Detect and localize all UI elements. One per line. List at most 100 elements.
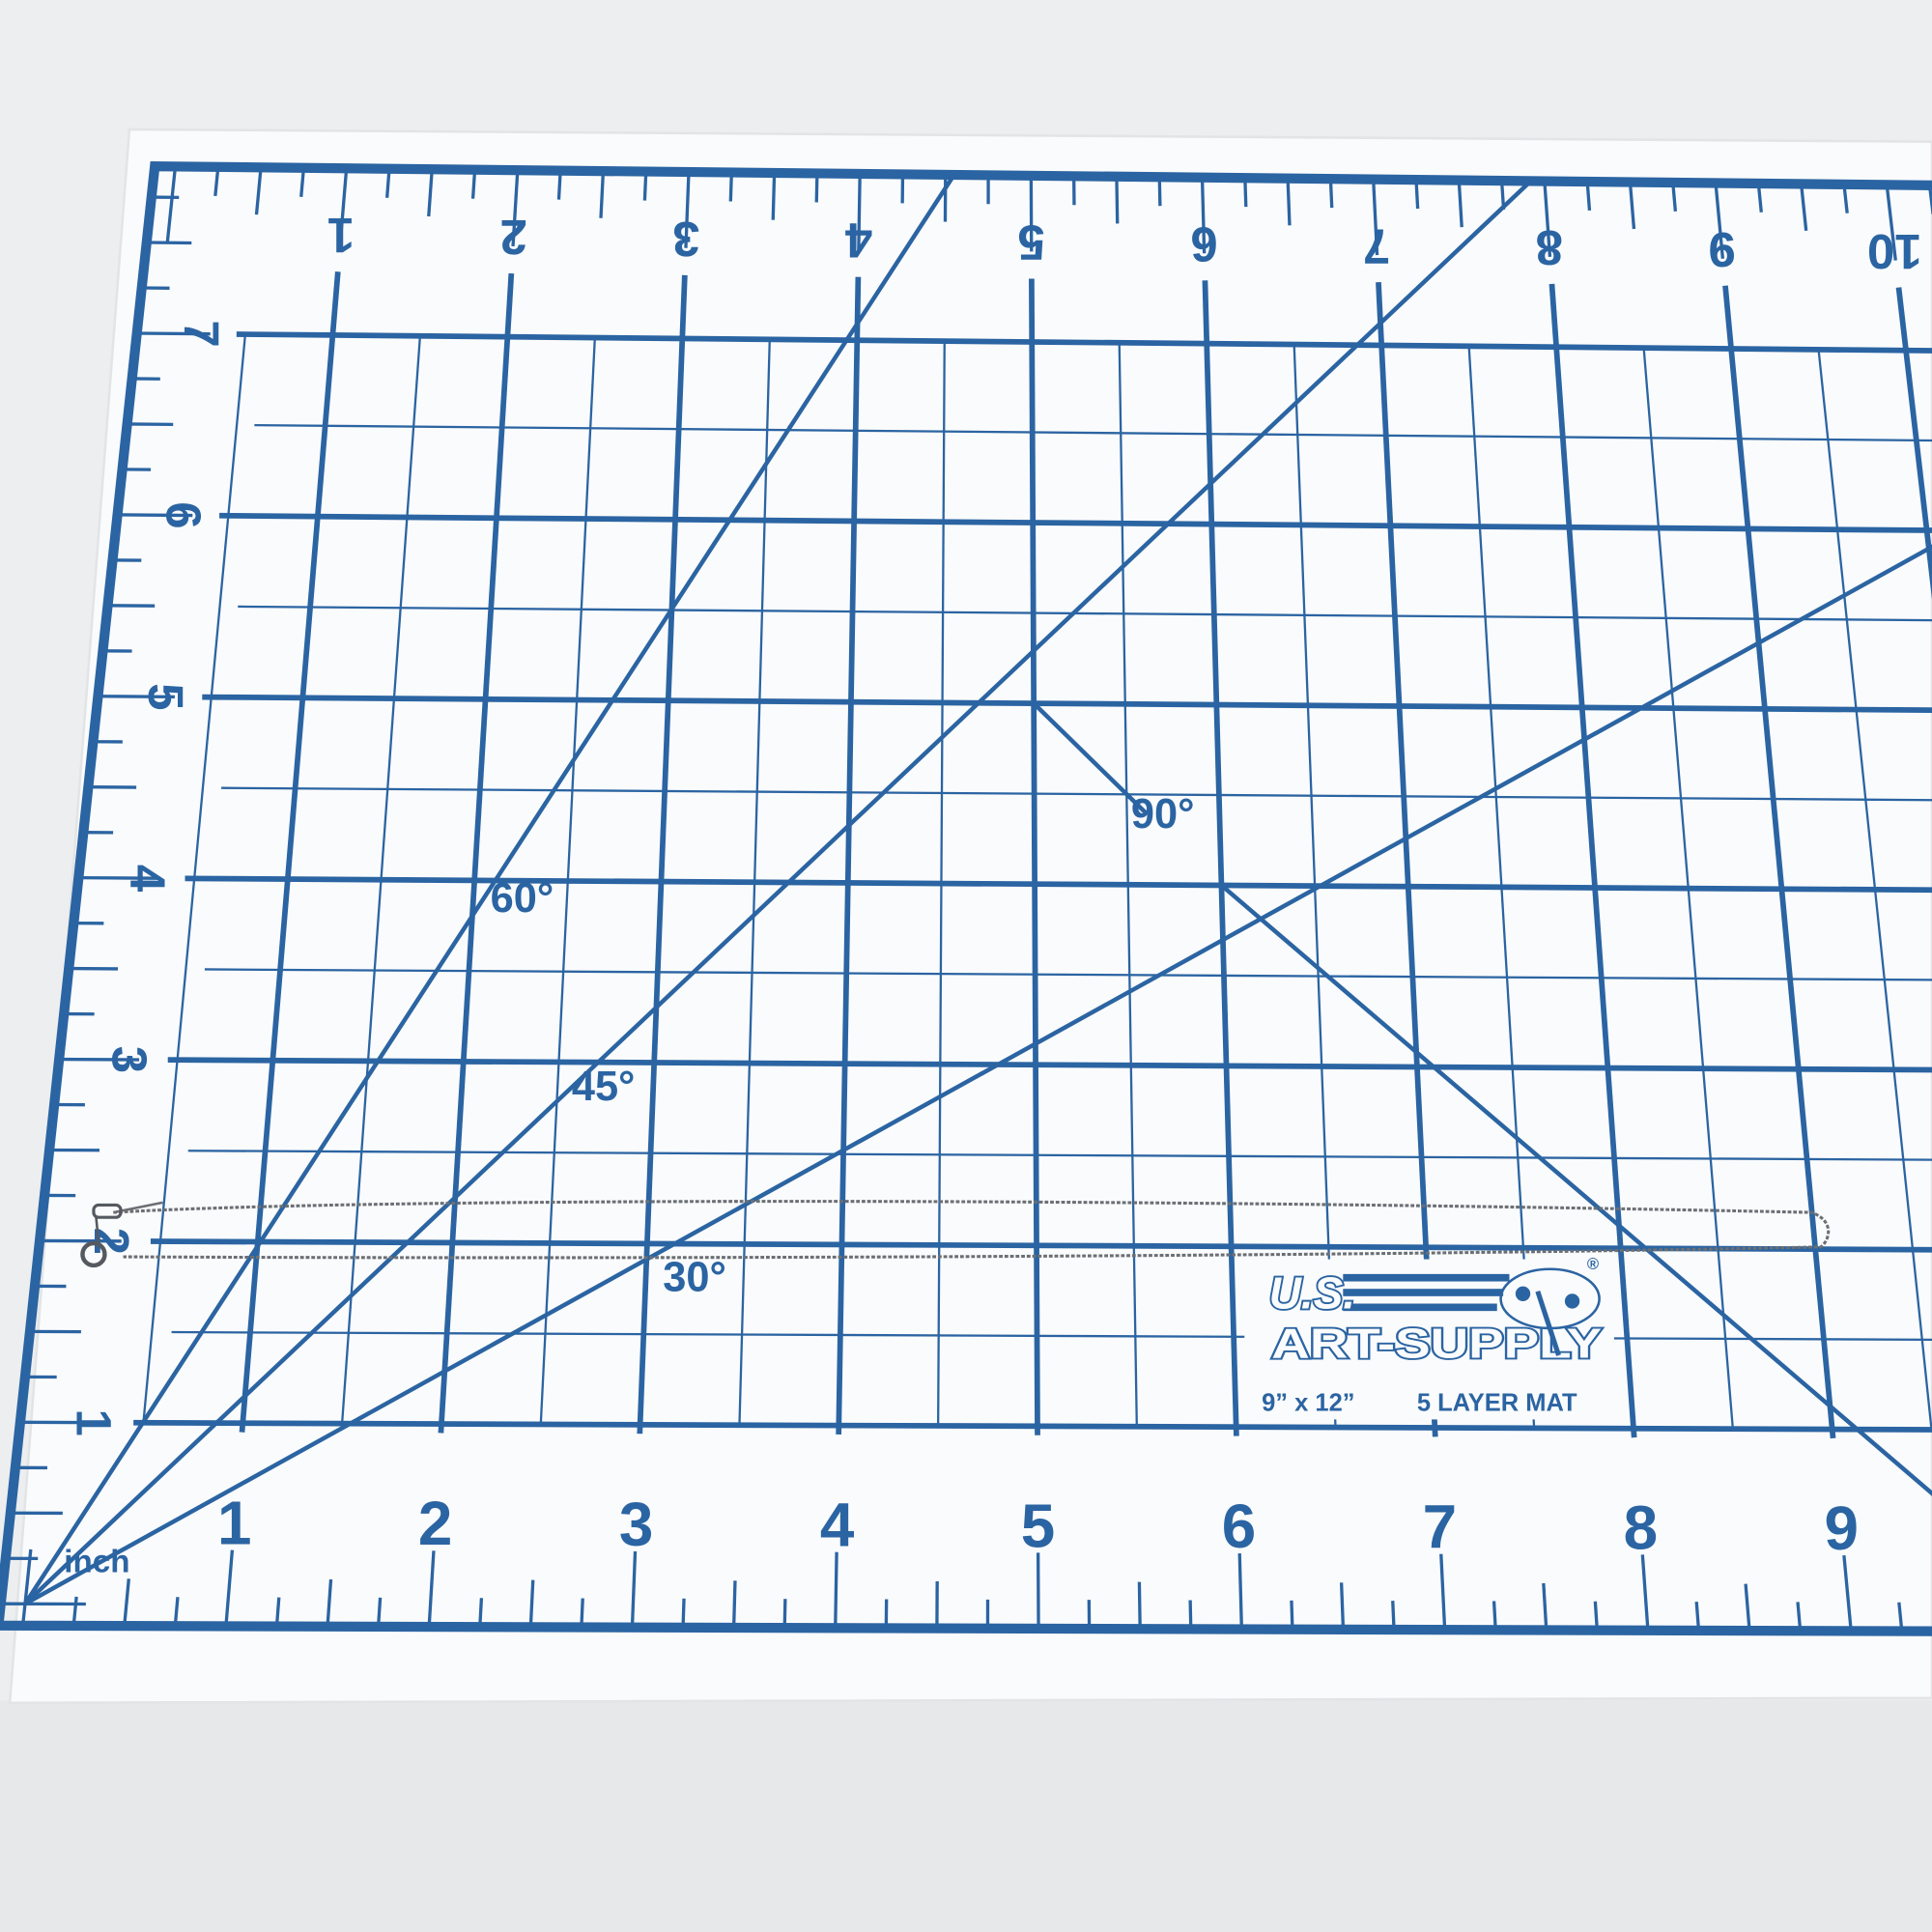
grid-line-major xyxy=(1029,278,1040,1435)
top-ruler-tick xyxy=(1457,180,1463,228)
mat-border xyxy=(0,160,1932,1636)
bottom-ruler-tick xyxy=(1640,1554,1650,1631)
angle-line-90 xyxy=(1032,701,1148,814)
bottom-ruler-tick xyxy=(681,1598,686,1628)
angle-line-45 xyxy=(23,179,1533,1605)
left-ruler-number: 4 xyxy=(120,865,175,893)
left-ruler-number: 1 xyxy=(67,1408,122,1435)
top-ruler-tick xyxy=(1799,184,1808,232)
angle-labels: 60° 45° 30° 90° inch xyxy=(64,791,1194,1579)
grid-line-minor xyxy=(187,1150,1932,1161)
angle-line-30 xyxy=(23,544,1932,1606)
chain-strand xyxy=(113,1200,1831,1260)
top-ruler-tick xyxy=(1157,177,1162,207)
bottom-ruler-tick xyxy=(224,1549,235,1627)
bottom-ruler-number: 9 xyxy=(1825,1493,1859,1563)
top-ruler-tick xyxy=(771,172,777,220)
bottom-ruler-tick xyxy=(782,1599,787,1629)
bottom-ruler-number: 5 xyxy=(1021,1491,1055,1560)
bottom-ruler-tick xyxy=(1842,1554,1853,1632)
bottom-ruler-tick xyxy=(123,1578,130,1627)
top-ruler-tick xyxy=(1328,179,1334,209)
top-ruler-tick xyxy=(1671,182,1678,212)
bottom-ruler-tick xyxy=(1593,1601,1600,1631)
top-ruler-tick xyxy=(814,173,819,203)
bottom-ruler-tick xyxy=(478,1598,484,1628)
mat-size-text: 9” x 12” xyxy=(1262,1389,1354,1416)
top-ruler-tick xyxy=(1115,176,1120,224)
grid-line-major xyxy=(239,271,341,1433)
top-ruler-tick xyxy=(511,170,520,247)
grid-line-major xyxy=(1376,281,1438,1437)
clasp-link xyxy=(95,1217,100,1242)
top-ruler-tick xyxy=(1842,184,1849,213)
logo-us: U.S. xyxy=(1269,1268,1355,1319)
angle-line-60 xyxy=(23,173,956,1605)
top-ruler-tick xyxy=(254,167,263,215)
bottom-ruler-tick xyxy=(528,1579,535,1628)
top-ruler-number: 6 xyxy=(1190,216,1217,271)
left-ruler-tick xyxy=(78,875,157,880)
bottom-ruler-tick xyxy=(1339,1582,1346,1630)
top-ruler-tick xyxy=(1286,178,1292,226)
bottom-ruler-tick xyxy=(1897,1602,1904,1632)
top-ruler-tick xyxy=(1628,182,1636,230)
bottom-ruler-number: 7 xyxy=(1423,1492,1457,1562)
top-ruler-number: 9 xyxy=(1708,222,1735,277)
bottom-ruler-number: 3 xyxy=(619,1490,653,1559)
grid-line-minor xyxy=(221,786,1932,802)
grid-line-major xyxy=(133,1419,1932,1433)
top-ruler-tick xyxy=(728,172,733,202)
top-ruler-tick xyxy=(1414,180,1420,210)
top-ruler-tick xyxy=(1543,181,1552,258)
bottom-ruler-tick xyxy=(1188,1600,1193,1630)
chain-end-tab xyxy=(92,1203,123,1219)
bottom-ruler-tick xyxy=(20,1548,33,1627)
angle-line-90 xyxy=(1219,883,1932,1496)
top-ruler-tick xyxy=(338,168,349,245)
top-ruler-tick xyxy=(213,166,220,197)
top-ruler-tick xyxy=(599,171,606,218)
top-ruler-tick xyxy=(1243,178,1248,208)
bottom-ruler-tick xyxy=(376,1597,383,1628)
top-ruler-number: 10 xyxy=(1867,224,1922,279)
grid-line-major xyxy=(185,875,1932,894)
grid-line-major xyxy=(836,276,862,1435)
top-ruler-number: 2 xyxy=(499,210,526,265)
top-ruler-tick xyxy=(1714,183,1725,259)
top-ruler-tick xyxy=(299,167,306,197)
top-ruler-tick xyxy=(642,171,648,201)
top-ruler-number: 3 xyxy=(672,212,699,267)
bottom-ruler-tick xyxy=(731,1580,737,1629)
left-ruler-number: 7 xyxy=(174,320,229,347)
bottom-ruler-tick xyxy=(1694,1601,1701,1632)
angle-label-30: 30° xyxy=(663,1255,726,1301)
bottom-ruler-tick xyxy=(1237,1552,1243,1630)
bottom-ruler-tick xyxy=(173,1597,180,1627)
top-ruler-tick xyxy=(556,170,562,200)
grid-line-major xyxy=(150,1238,1932,1253)
mat-labels: 1 2 3 4 5 6 7 8 9 1 2 3 4 5 6 7 8 9 10 1 2 3 4 5 6 7 xyxy=(67,208,1922,1563)
left-ruler-number: 3 xyxy=(102,1046,157,1073)
mat-type-text: 5 LAYER MAT xyxy=(1417,1389,1577,1416)
grid-line-major xyxy=(637,274,688,1435)
angle-label-45: 45° xyxy=(572,1064,636,1110)
bottom-ruler-tick xyxy=(1137,1581,1142,1630)
bottom-ruler-tick xyxy=(1439,1553,1447,1631)
grid-line-major xyxy=(167,1057,1932,1073)
bottom-ruler-tick xyxy=(71,1596,78,1627)
top-ruler-number: 7 xyxy=(1363,218,1390,273)
top-ruler-tick xyxy=(1756,183,1763,213)
top-ruler-number: 5 xyxy=(1018,215,1045,270)
top-ruler-number: 4 xyxy=(844,213,872,269)
spring-ring-clasp xyxy=(80,1240,107,1268)
grid-line-major xyxy=(1895,287,1932,600)
grid-line-minor xyxy=(238,605,1932,622)
top-ruler-tick xyxy=(684,171,691,248)
bottom-ruler-tick xyxy=(274,1597,281,1627)
bottom-ruler-number: 4 xyxy=(820,1491,855,1560)
angle-label-90: 90° xyxy=(1131,791,1195,838)
bottom-ruler-number: 8 xyxy=(1624,1492,1658,1562)
bottom-ruler-number: 1 xyxy=(217,1488,251,1557)
bottom-ruler-number: 2 xyxy=(418,1489,452,1558)
